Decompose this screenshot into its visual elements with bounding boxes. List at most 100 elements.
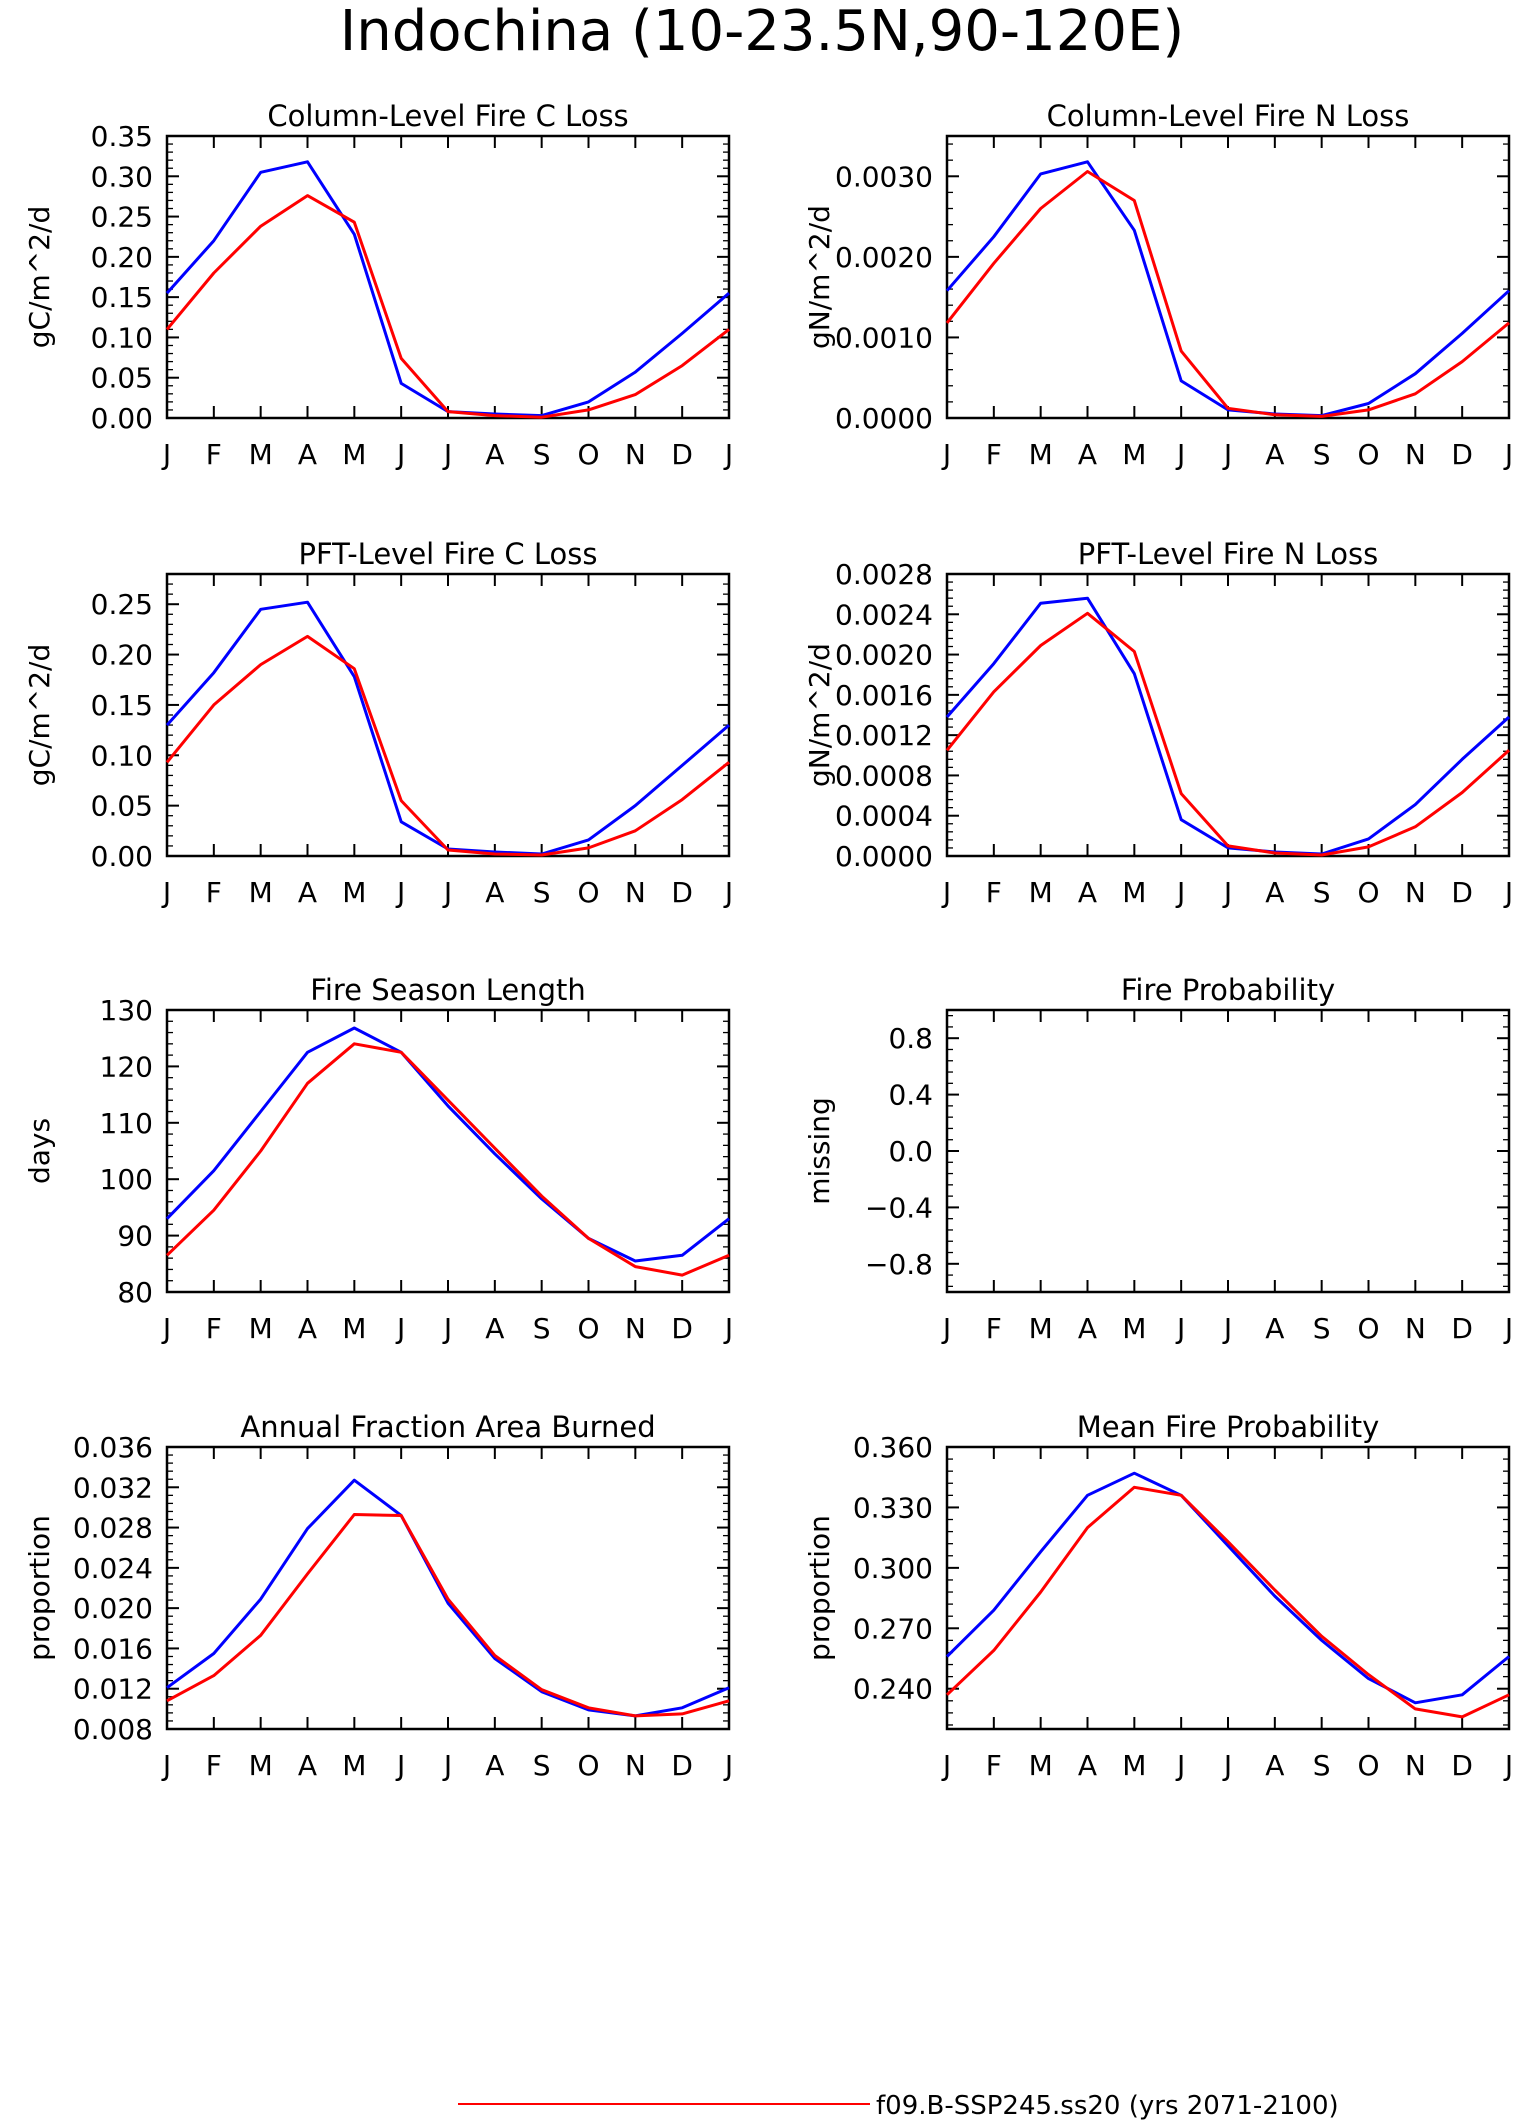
- x-tick-label: N: [625, 438, 646, 471]
- y-tick-label: 0.0028: [835, 558, 933, 591]
- y-tick-label: 0.0000: [835, 402, 933, 435]
- x-tick-label: J: [941, 876, 951, 909]
- legend-label: f09.B-SSP245.ss20 (yrs 2071-2100): [876, 2091, 1339, 2120]
- panel-7: Annual Fraction Area Burned 0.008 0.012 0.0…: [23, 1410, 733, 1782]
- x-tick-label: N: [1405, 1749, 1426, 1782]
- x-tick-label: J: [1503, 1749, 1513, 1782]
- plot-frame: [165, 134, 731, 420]
- x-tick-label: M: [1029, 1312, 1053, 1345]
- x-tick-label: A: [298, 1312, 317, 1345]
- x-tick-label: F: [986, 1312, 1002, 1345]
- x-tick-label: J: [1175, 1312, 1185, 1345]
- x-tick-label: J: [723, 1749, 733, 1782]
- x-tick-label: S: [1313, 1749, 1331, 1782]
- y-tick-label: 0.330: [853, 1491, 933, 1524]
- x-tick-label: D: [1451, 876, 1473, 909]
- x-tick-label: D: [671, 1749, 693, 1782]
- y-tick-label: 90: [117, 1220, 153, 1253]
- series-line: [165, 160, 730, 418]
- x-tick-label: A: [298, 876, 317, 909]
- series-line: [945, 596, 1511, 856]
- y-axis-label: gC/m^2/d: [23, 206, 56, 349]
- x-tick-label: F: [986, 876, 1002, 909]
- x-tick-label: O: [577, 1749, 599, 1782]
- x-tick-label: D: [671, 438, 693, 471]
- x-tick-label: S: [1313, 876, 1331, 909]
- y-tick-label: 0.036: [73, 1431, 153, 1464]
- y-axis-label: proportion: [803, 1515, 836, 1661]
- y-tick-label: 0.30: [91, 160, 153, 193]
- x-tick-label: O: [1357, 876, 1379, 909]
- x-tick-label: A: [1078, 876, 1097, 909]
- y-tick-label: 120: [100, 1050, 153, 1083]
- x-tick-label: D: [671, 876, 693, 909]
- x-tick-label: J: [1503, 876, 1513, 909]
- x-tick-label: A: [1078, 438, 1097, 471]
- series-line: [945, 1485, 1510, 1719]
- x-tick-label: M: [249, 876, 273, 909]
- x-tick-label: A: [485, 1749, 504, 1782]
- x-tick-label: A: [1078, 1312, 1097, 1345]
- x-tick-label: O: [577, 1312, 599, 1345]
- panel-4: PFT-Level Fire N Loss 0.0000 0.0004 0.0008 0…: [803, 537, 1513, 909]
- x-tick-label: O: [1357, 1312, 1379, 1345]
- panel-title: Fire Probability: [1121, 973, 1335, 1007]
- x-tick-label: J: [161, 1312, 171, 1345]
- x-tick-label: J: [941, 438, 951, 471]
- series-line: [945, 160, 1511, 418]
- y-axis-label: gC/m^2/d: [23, 644, 56, 787]
- y-tick-label: 0.35: [91, 120, 153, 153]
- y-tick-label: 0.10: [91, 321, 153, 354]
- x-tick-label: M: [1029, 1749, 1053, 1782]
- panel-1: Column-Level Fire C Loss 0.00 0.05 0.10 0.15…: [23, 99, 733, 471]
- y-tick-label: 0.20: [91, 241, 153, 274]
- legend: f09.B-SSP245.ss20 (yrs 2071-2100): [458, 2091, 1339, 2120]
- panel-8: Mean Fire Probability 0.240 0.270 0.300 0.33…: [803, 1410, 1513, 1782]
- x-tick-label: J: [442, 1749, 452, 1782]
- series-line: [945, 611, 1511, 857]
- panel-title: PFT-Level Fire C Loss: [299, 537, 598, 571]
- y-axis-label: gN/m^2/d: [803, 643, 836, 787]
- x-tick-label: J: [442, 438, 452, 471]
- panel-title: Fire Season Length: [310, 973, 585, 1007]
- x-tick-label: N: [625, 1749, 646, 1782]
- panel-title: Mean Fire Probability: [1077, 1410, 1380, 1444]
- y-tick-label: −0.4: [865, 1191, 933, 1224]
- x-tick-label: J: [723, 438, 733, 471]
- x-tick-label: A: [485, 438, 504, 471]
- x-tick-label: J: [941, 1312, 951, 1345]
- y-tick-label: 0.270: [853, 1612, 933, 1645]
- y-tick-label: 0.00: [91, 840, 153, 873]
- y-tick-label: 0.032: [73, 1471, 153, 1504]
- y-tick-label: 0.0020: [835, 241, 933, 274]
- x-tick-label: O: [577, 438, 599, 471]
- panel-title: Annual Fraction Area Burned: [240, 1410, 655, 1444]
- y-tick-label: 100: [100, 1163, 153, 1196]
- series-line: [945, 170, 1510, 418]
- plot-frame: [165, 1008, 731, 1294]
- y-tick-label: 110: [100, 1107, 153, 1140]
- y-axis-label: proportion: [23, 1515, 56, 1661]
- x-tick-label: O: [1357, 1749, 1379, 1782]
- plot-frame: [945, 134, 1511, 420]
- y-axis-label: gN/m^2/d: [803, 205, 836, 349]
- x-tick-label: M: [249, 1312, 273, 1345]
- x-tick-label: F: [986, 438, 1002, 471]
- y-tick-label: 0.15: [91, 689, 153, 722]
- panel-title: Column-Level Fire C Loss: [267, 99, 628, 133]
- series-line: [165, 600, 730, 856]
- panel-2: Column-Level Fire N Loss 0.0000 0.0010 0.00…: [803, 99, 1513, 471]
- series-line: [166, 1513, 730, 1718]
- y-tick-label: 0.0008: [835, 759, 933, 792]
- x-tick-label: J: [395, 876, 405, 909]
- y-tick-label: 0.020: [73, 1592, 153, 1625]
- panel-title: PFT-Level Fire N Loss: [1078, 537, 1378, 571]
- x-tick-label: J: [395, 438, 405, 471]
- y-tick-label: 0.008: [73, 1713, 153, 1746]
- x-tick-label: M: [1029, 438, 1053, 471]
- x-tick-label: J: [395, 1312, 405, 1345]
- x-tick-label: J: [1222, 876, 1232, 909]
- series-line: [945, 1471, 1510, 1705]
- x-tick-label: D: [1451, 438, 1473, 471]
- x-tick-label: F: [206, 1749, 222, 1782]
